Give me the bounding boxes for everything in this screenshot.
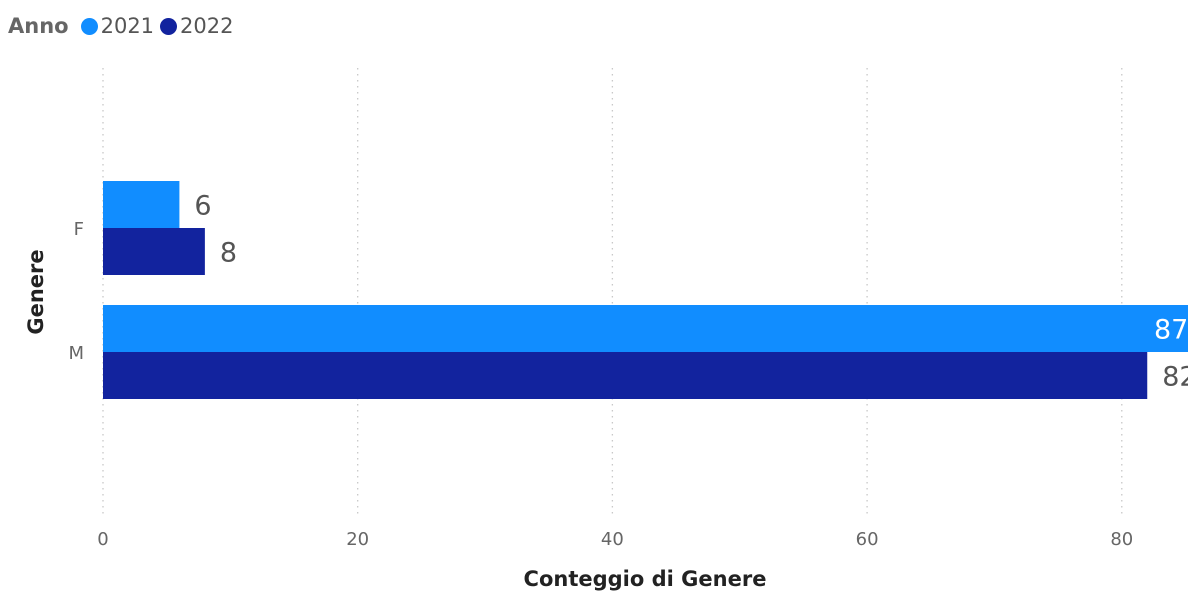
x-tick-label-20: 20 [346,529,369,550]
bar-F-2022 [103,228,205,275]
legend-item-2021[interactable]: 2021 [80,14,155,38]
data-label-M-2021: 87 [1154,315,1188,346]
data-label-F-2022: 8 [220,238,237,269]
legend-label-2022: 2022 [180,14,234,38]
data-label-M-2022: 82 [1162,362,1188,393]
legend-title: Anno [8,14,69,38]
y-axis-title: Genere [24,249,48,334]
legend-swatch-2022 [160,17,178,35]
bar-M-2022 [103,352,1148,399]
x-tick-label-60: 60 [856,529,879,550]
y-category-label-F: F [74,219,84,240]
x-tick-label-0: 0 [97,529,108,550]
y-category-label-M: M [68,343,84,364]
bar-M-2021 [103,305,1188,352]
legend-swatch-2021 [80,17,98,35]
x-tick-label-40: 40 [601,529,624,550]
data-label-F-2021: 6 [194,191,211,222]
legend-item-2022[interactable]: 2022 [160,14,234,38]
bar-F-2021 [103,181,180,228]
legend: Anno 2021 2022 [8,11,240,41]
legend-label-2021: 2021 [100,14,155,38]
x-tick-label-80: 80 [1110,529,1133,550]
x-axis-title: Conteggio di Genere [524,567,767,591]
